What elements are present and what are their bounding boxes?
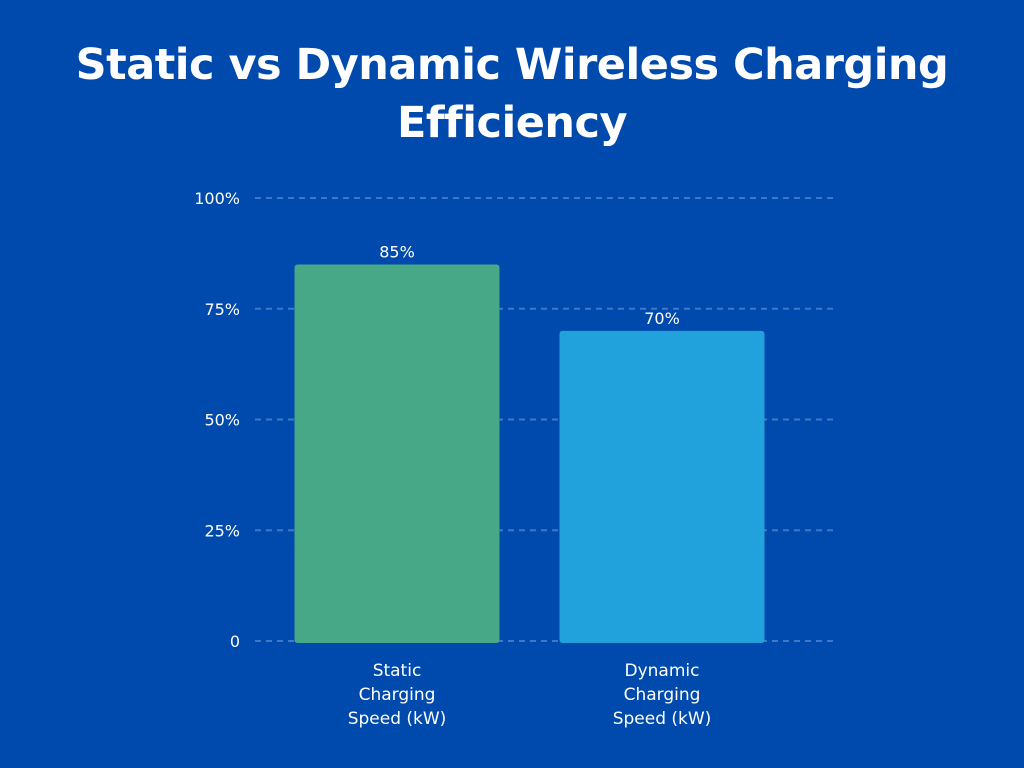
x-category-label: Charging bbox=[359, 685, 436, 705]
x-category-label: Static bbox=[373, 661, 422, 681]
x-category-label: Speed (kW) bbox=[613, 709, 712, 729]
y-tick-label: 50% bbox=[204, 411, 240, 430]
y-tick-label: 0 bbox=[230, 632, 240, 651]
y-tick-label: 100% bbox=[194, 189, 240, 208]
x-category-label: Speed (kW) bbox=[348, 709, 447, 729]
x-category-label: Charging bbox=[624, 685, 701, 705]
chart-title: Static vs Dynamic Wireless Charging Effi… bbox=[75, 40, 949, 148]
data-label: 70% bbox=[644, 309, 680, 328]
y-tick-label: 75% bbox=[204, 300, 240, 319]
bar bbox=[559, 330, 765, 643]
bar bbox=[294, 264, 500, 643]
y-tick-label: 25% bbox=[204, 521, 240, 540]
data-label: 85% bbox=[379, 242, 415, 261]
x-category-label: Dynamic bbox=[625, 661, 700, 681]
